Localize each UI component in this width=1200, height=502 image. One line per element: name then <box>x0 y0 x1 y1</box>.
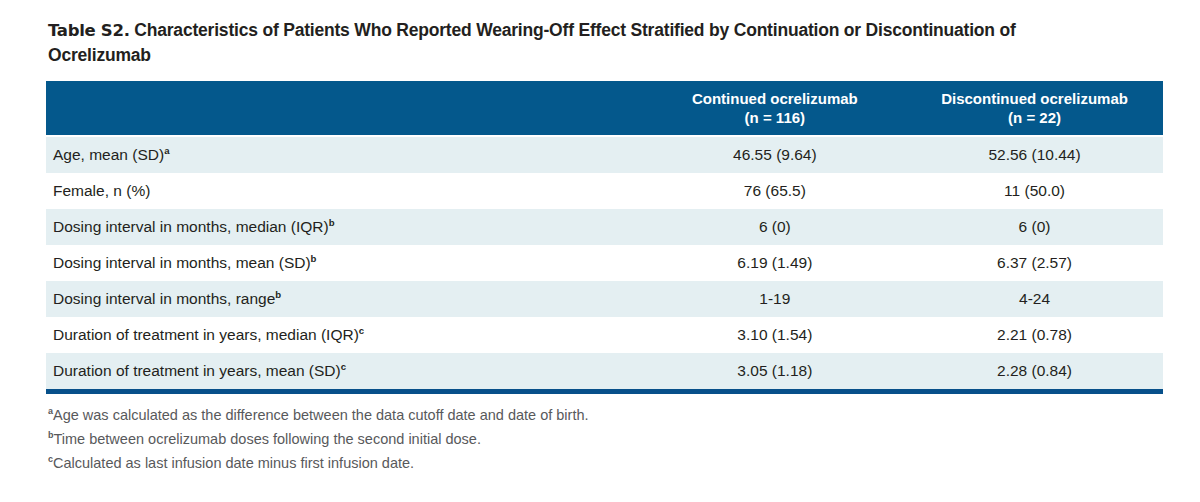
table-row: Dosing interval in months, mean (SD)b 6.… <box>46 245 1163 281</box>
patient-characteristics-table: Continued ocrelizumab (n = 116) Disconti… <box>46 81 1163 394</box>
row-label: Duration of treatment in years, mean (SD… <box>46 353 644 392</box>
footnote-marker: c <box>341 361 346 372</box>
table-row: Dosing interval in months, median (IQR)b… <box>46 209 1163 245</box>
table-header-row: Continued ocrelizumab (n = 116) Disconti… <box>46 81 1163 136</box>
footnote-marker: a <box>164 145 169 156</box>
column-header-characteristic <box>46 81 644 136</box>
row-label: Dosing interval in months, mean (SD)b <box>46 245 644 281</box>
row-label: Dosing interval in months, rangeb <box>46 281 644 317</box>
table-row: Dosing interval in months, rangeb 1-19 4… <box>46 281 1163 317</box>
cell-discontinued: 4-24 <box>906 281 1163 317</box>
column-header-discontinued-n: (n = 22) <box>910 108 1159 127</box>
cell-continued: 76 (65.5) <box>644 173 906 209</box>
footnote-marker: b <box>311 253 317 264</box>
cell-discontinued: 2.28 (0.84) <box>906 353 1163 392</box>
cell-discontinued: 52.56 (10.44) <box>906 136 1163 173</box>
footnote-a: aAge was calculated as the difference be… <box>48 403 1163 427</box>
cell-continued: 6.19 (1.49) <box>644 245 906 281</box>
cell-continued: 3.05 (1.18) <box>644 353 906 392</box>
column-header-continued-n: (n = 116) <box>648 108 902 127</box>
cell-discontinued: 2.21 (0.78) <box>906 317 1163 353</box>
cell-continued: 46.55 (9.64) <box>644 136 906 173</box>
table-title-text: Characteristics of Patients Who Reported… <box>48 20 1016 65</box>
cell-continued: 3.10 (1.54) <box>644 317 906 353</box>
footnote-marker: b <box>275 289 281 300</box>
table-row: Duration of treatment in years, median (… <box>46 317 1163 353</box>
table-number-label: Table S2. <box>48 21 130 40</box>
table-row: Duration of treatment in years, mean (SD… <box>46 353 1163 392</box>
column-header-discontinued-name: Discontinued ocrelizumab <box>910 89 1159 108</box>
footnote-marker: c <box>359 325 364 336</box>
cell-continued: 6 (0) <box>644 209 906 245</box>
cell-discontinued: 6 (0) <box>906 209 1163 245</box>
cell-continued: 1-19 <box>644 281 906 317</box>
column-header-continued-name: Continued ocrelizumab <box>648 89 902 108</box>
cell-discontinued: 11 (50.0) <box>906 173 1163 209</box>
page: Table S2. Characteristics of Patients Wh… <box>0 0 1200 502</box>
cell-discontinued: 6.37 (2.57) <box>906 245 1163 281</box>
footnote-marker: b <box>329 217 335 228</box>
table-row: Female, n (%) 76 (65.5) 11 (50.0) <box>46 173 1163 209</box>
row-label: Female, n (%) <box>46 173 644 209</box>
page-title: Table S2. Characteristics of Patients Wh… <box>48 18 1098 68</box>
column-header-continued: Continued ocrelizumab (n = 116) <box>644 81 906 136</box>
footnote-b: bTime between ocrelizumab doses followin… <box>48 427 1163 451</box>
footnote-c: cCalculated as last infusion date minus … <box>48 451 1163 475</box>
footnotes: aAge was calculated as the difference be… <box>48 403 1163 475</box>
table-row: Age, mean (SD)a 46.55 (9.64) 52.56 (10.4… <box>46 136 1163 173</box>
row-label: Age, mean (SD)a <box>46 136 644 173</box>
row-label: Dosing interval in months, median (IQR)b <box>46 209 644 245</box>
row-label: Duration of treatment in years, median (… <box>46 317 644 353</box>
column-header-discontinued: Discontinued ocrelizumab (n = 22) <box>906 81 1163 136</box>
